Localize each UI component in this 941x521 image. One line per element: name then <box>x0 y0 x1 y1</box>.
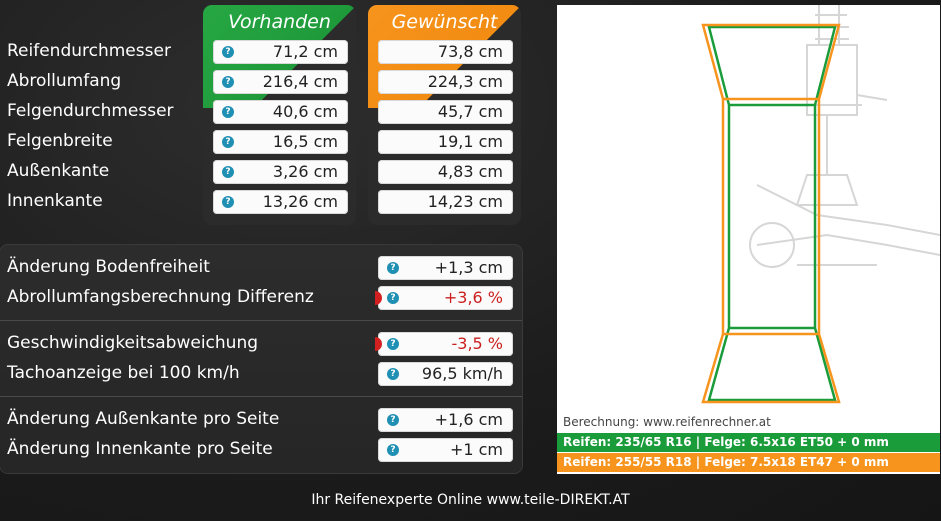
current-value: 13,26 cm <box>262 192 338 211</box>
help-icon[interactable]: ? <box>222 166 234 178</box>
divider <box>0 320 522 321</box>
help-icon[interactable]: ? <box>222 76 234 88</box>
desired-aussenkante-field: 4,83 cm <box>378 160 513 184</box>
divider <box>0 396 522 397</box>
result-bodenfreiheit-field: ? +1,3 cm <box>378 256 513 280</box>
warning-marker <box>375 337 382 351</box>
result-value: +3,6 % <box>443 288 503 307</box>
desired-value: 14,23 cm <box>427 192 503 211</box>
result-label-abrollumfang-differenz: Abrollumfangsberechnung Differenz <box>7 287 314 307</box>
current-innenkante-field: ? 13,26 cm <box>213 190 348 214</box>
result-value: +1,6 cm <box>434 410 503 429</box>
help-icon[interactable]: ? <box>222 196 234 208</box>
help-icon[interactable]: ? <box>222 46 234 58</box>
result-label-tacho: Tachoanzeige bei 100 km/h <box>7 363 240 383</box>
desired-spec-bar: Reifen: 255/55 R18 | Felge: 7.5x18 ET47 … <box>557 453 940 472</box>
result-value: -3,5 % <box>451 334 503 353</box>
row-label-felgenbreite: Felgenbreite <box>7 131 113 151</box>
current-reifendurchmesser-field: ? 71,2 cm <box>213 40 348 64</box>
current-value: 16,5 cm <box>272 132 338 151</box>
suspension-sketch <box>749 5 940 268</box>
help-icon[interactable]: ? <box>387 414 399 426</box>
column-desired-title: Gewünscht <box>391 11 498 33</box>
results-panel <box>0 245 522 473</box>
result-value: +1,3 cm <box>434 258 503 277</box>
row-label-aussenkante: Außenkante <box>7 161 110 181</box>
result-geschwindigkeit-field: ? -3,5 % <box>375 332 513 356</box>
column-current-title: Vorhanden <box>228 11 331 33</box>
help-icon[interactable]: ? <box>387 368 399 380</box>
desired-rim-line <box>723 97 819 336</box>
result-label-geschwindigkeit: Geschwindigkeitsabweichung <box>7 333 259 353</box>
desired-value: 4,83 cm <box>437 162 503 181</box>
desired-reifendurchmesser-field: 73,8 cm <box>378 40 513 64</box>
current-abrollumfang-field: ? 216,4 cm <box>213 70 348 94</box>
tire-comparison-visual: Berechnung: www.reifenrechner.at Reifen:… <box>557 5 940 474</box>
row-label-innenkante: Innenkante <box>7 191 103 211</box>
desired-innenkante-field: 14,23 cm <box>378 190 513 214</box>
tire-outline-diagram <box>701 5 940 404</box>
result-value: +1 cm <box>449 440 503 459</box>
result-abrollumfang-differenz-field: ? +3,6 % <box>375 286 513 310</box>
help-icon[interactable]: ? <box>387 338 399 350</box>
result-label-bodenfreiheit: Änderung Bodenfreiheit <box>7 257 210 277</box>
current-rim-line <box>729 103 815 330</box>
desired-tire-outline <box>701 23 841 404</box>
result-label-innenkante: Änderung Innenkante pro Seite <box>7 439 273 459</box>
warning-marker <box>375 291 382 305</box>
desired-value: 19,1 cm <box>437 132 503 151</box>
row-label-felgendurchmesser: Felgendurchmesser <box>7 101 174 121</box>
result-innenkante-field: ? +1 cm <box>378 438 513 462</box>
row-label-reifendurchmesser: Reifendurchmesser <box>7 41 171 61</box>
desired-value: 73,8 cm <box>437 42 503 61</box>
current-value: 3,26 cm <box>272 162 338 181</box>
current-felgenbreite-field: ? 16,5 cm <box>213 130 348 154</box>
help-icon[interactable]: ? <box>387 444 399 456</box>
result-label-aussenkante: Änderung Außenkante pro Seite <box>7 409 280 429</box>
current-value: 71,2 cm <box>272 42 338 61</box>
desired-value: 45,7 cm <box>437 102 503 121</box>
result-tacho-field: ? 96,5 km/h <box>378 362 513 386</box>
desired-abrollumfang-field: 224,3 cm <box>378 70 513 94</box>
result-aussenkante-field: ? +1,6 cm <box>378 408 513 432</box>
current-tire-outline <box>707 25 837 402</box>
current-felgendurchmesser-field: ? 40,6 cm <box>213 100 348 124</box>
help-icon[interactable]: ? <box>387 262 399 274</box>
current-value: 216,4 cm <box>262 72 338 91</box>
desired-felgenbreite-field: 19,1 cm <box>378 130 513 154</box>
help-icon[interactable]: ? <box>222 106 234 118</box>
help-icon[interactable]: ? <box>387 292 399 304</box>
desired-value: 224,3 cm <box>427 72 503 91</box>
help-icon[interactable]: ? <box>222 136 234 148</box>
footer-text: Ihr Reifenexperte Online www.teile-DIREK… <box>311 492 630 508</box>
current-aussenkante-field: ? 3,26 cm <box>213 160 348 184</box>
row-label-abrollumfang: Abrollumfang <box>7 71 122 91</box>
desired-felgendurchmesser-field: 45,7 cm <box>378 100 513 124</box>
current-value: 40,6 cm <box>272 102 338 121</box>
calculation-credit: Berechnung: www.reifenrechner.at <box>563 415 771 429</box>
current-spec-bar: Reifen: 235/65 R16 | Felge: 6.5x16 ET50 … <box>557 433 940 452</box>
result-value: 96,5 km/h <box>421 364 503 383</box>
